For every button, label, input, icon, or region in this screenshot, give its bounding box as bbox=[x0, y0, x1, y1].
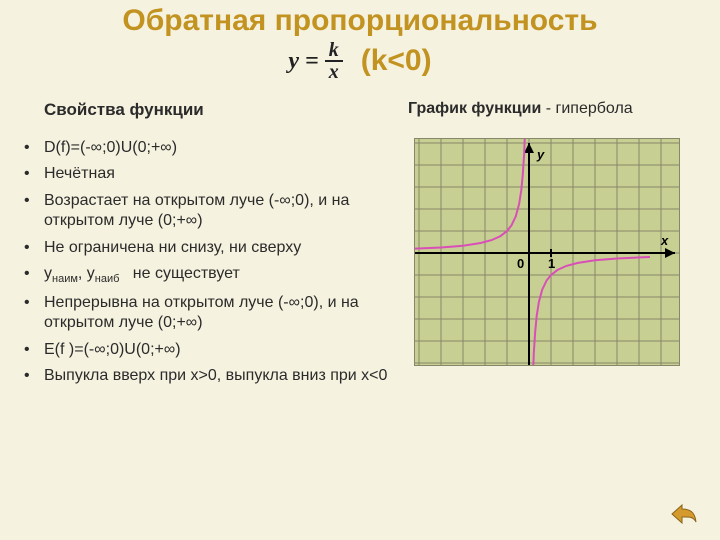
svg-text:1: 1 bbox=[548, 256, 555, 271]
property-item: Возрастает на открытом луче (-∞;0), и на… bbox=[16, 191, 390, 232]
graph-panel: График функции - гипербола 0 1 y x bbox=[408, 100, 704, 392]
svg-text:x: x bbox=[660, 233, 669, 248]
graph-heading: График функции - гипербола bbox=[408, 100, 704, 118]
chart-container: 0 1 y x bbox=[414, 138, 680, 366]
svg-text:0: 0 bbox=[517, 256, 524, 271]
formula-den: x bbox=[325, 62, 343, 82]
property-item: Нечётная bbox=[16, 164, 390, 184]
property-item: D(f)=(-∞;0)U(0;+∞) bbox=[16, 138, 390, 158]
back-icon[interactable] bbox=[670, 502, 698, 526]
page-title: Обратная пропорциональность bbox=[8, 4, 712, 38]
graph-heading-rest: - гипербола bbox=[541, 100, 632, 117]
properties-heading: Свойства функции bbox=[44, 100, 390, 120]
property-item: yнаим, yнаиб не существует bbox=[16, 264, 390, 286]
property-item: Выпукла вверх при x>0, выпукла вниз при … bbox=[16, 366, 390, 386]
formula-eq: = bbox=[305, 48, 319, 75]
properties-panel: Свойства функции D(f)=(-∞;0)U(0;+∞) Нечёт… bbox=[16, 100, 390, 392]
graph-heading-bold: График функции bbox=[408, 100, 541, 117]
property-item: Непрерывна на открытом луче (-∞;0), и на… bbox=[16, 293, 390, 334]
formula-fraction: k x bbox=[325, 40, 343, 82]
formula-num: k bbox=[325, 40, 343, 62]
title-condition: (k<0) bbox=[361, 44, 432, 78]
properties-list: D(f)=(-∞;0)U(0;+∞) Нечётная Возрастает на … bbox=[16, 138, 390, 386]
hyperbola-chart: 0 1 y x bbox=[415, 139, 679, 365]
formula-lhs: y bbox=[288, 48, 299, 75]
property-item: E(f )=(-∞;0)U(0;+∞) bbox=[16, 340, 390, 360]
formula: y = k x bbox=[288, 40, 342, 82]
property-item: Не ограничена ни снизу, ни сверху bbox=[16, 238, 390, 258]
svg-text:y: y bbox=[536, 147, 545, 162]
title-subrow: y = k x (k<0) bbox=[8, 40, 712, 82]
